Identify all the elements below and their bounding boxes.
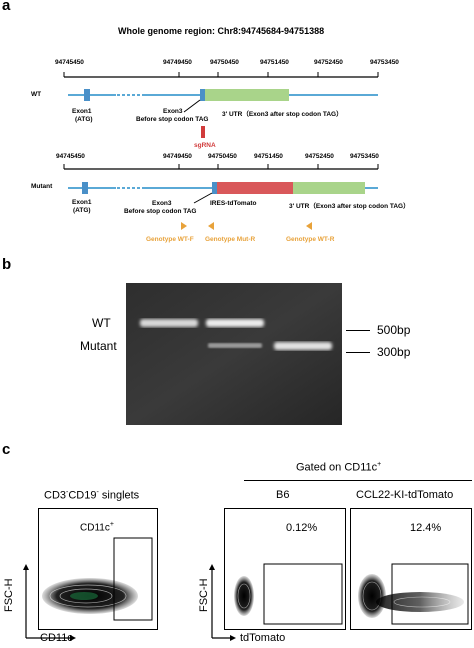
mutant-exon3-sub: Before stop codon TAG — [124, 208, 197, 215]
gel-label-mutant: Mutant — [80, 339, 117, 353]
wt-exon3-sub: Before stop codon TAG — [136, 116, 209, 123]
wt-exon1-box — [84, 89, 90, 101]
primer-wt-f-label: Genotype WT-F — [146, 236, 194, 243]
ki-percent: 12.4% — [410, 522, 442, 534]
mutant-row-label: Mutant — [31, 183, 53, 190]
sgrna-label: sgRNA — [194, 142, 216, 149]
primer-wt-f-arrow — [181, 222, 187, 230]
mutant-coord-3: 94750450 — [208, 153, 237, 160]
mutant-coord-2: 94749450 — [163, 153, 192, 160]
left-plot-title: CD3-CD19- singlets — [44, 489, 140, 502]
mutant-utr-box — [293, 182, 365, 194]
gel-label-wt: WT — [92, 316, 111, 330]
cd11c-gate-label: CD11c+ — [80, 521, 114, 534]
cd11c-scatter-plot — [38, 508, 158, 630]
panel-letter-b: b — [2, 256, 12, 273]
mutant-exon1-sub: (ATG) — [73, 207, 91, 214]
mutant-exon3-arrow — [193, 192, 213, 204]
gated-title: Gated on CD11c+ — [296, 461, 382, 474]
ires-tdtomato-box — [217, 182, 293, 194]
right-yaxis-label: FSC-H — [198, 578, 210, 612]
b6-plot-title: B6 — [276, 489, 290, 501]
wt-utr-box — [205, 89, 289, 101]
panel-letter-a: a — [2, 0, 11, 14]
gated-bracket-line — [244, 480, 472, 481]
wt-coord-6: 94753450 — [370, 59, 399, 66]
gel-image — [126, 283, 342, 425]
marker-300-label: 300bp — [377, 345, 411, 359]
axis-arrows — [23, 564, 236, 641]
panel-letter-c: c — [2, 441, 11, 458]
wt-exon1-label: Exon1 — [72, 108, 92, 115]
mutant-exon3-box — [212, 182, 217, 194]
wt-exon3-box — [200, 89, 205, 101]
primer-mut-r-arrow — [208, 222, 214, 230]
het-lane-lower-band — [208, 343, 262, 348]
ki-plot-title: CCL22-KI-tdTomato — [356, 489, 454, 501]
genome-region-title: Whole genome region: Chr8:94745684-94751… — [118, 26, 325, 36]
right-xaxis-label: tdTomato — [240, 632, 286, 644]
wt-coord-1: 94745450 — [55, 59, 84, 66]
wt-row-label: WT — [31, 91, 42, 98]
het-lane-upper-band — [206, 319, 264, 327]
wt-coord-3: 94750450 — [210, 59, 239, 66]
primer-wt-r-arrow — [306, 222, 312, 230]
b6-percent: 0.12% — [286, 522, 318, 534]
wt-lane-band — [140, 319, 198, 327]
wt-coord-2: 94749450 — [163, 59, 192, 66]
marker-500-tick — [346, 330, 370, 331]
mutant-utr-label: 3' UTR（Exon3 after stop codon TAG） — [289, 203, 410, 210]
gene-map-diagram — [63, 72, 379, 230]
marker-300-tick — [346, 352, 370, 353]
wt-exon1-sub: (ATG) — [75, 116, 93, 123]
mutant-coord-1: 94745450 — [56, 153, 85, 160]
wt-utr-label: 3' UTR（Exon3 after stop codon TAG） — [222, 111, 343, 118]
wt-coord-4: 94751450 — [260, 59, 289, 66]
wt-coord-5: 94752450 — [314, 59, 343, 66]
ki-tdtomato-plot — [350, 508, 472, 630]
mutant-coord-5: 94752450 — [305, 153, 334, 160]
mutant-exon1-box — [82, 182, 88, 194]
mutant-lane-band — [274, 342, 332, 350]
primer-wt-r-label: Genotype WT-R — [286, 236, 335, 243]
left-yaxis-label: FSC-H — [3, 578, 15, 612]
sgrna-marker — [201, 126, 205, 138]
mutant-exon3-label: Exon3 — [152, 200, 172, 207]
b6-tdtomato-plot — [224, 508, 346, 630]
left-xaxis-label: CD11c — [40, 632, 73, 644]
mutant-coord-4: 94751450 — [254, 153, 283, 160]
primer-mut-r-label: Genotype Mut-R — [205, 236, 256, 243]
marker-500-label: 500bp — [377, 323, 411, 337]
ires-tdtomato-label: IRES-tdTomato — [210, 200, 257, 207]
wt-exon3-label: Exon3 — [163, 108, 183, 115]
wt-exon3-arrow — [183, 99, 201, 113]
mutant-exon1-label: Exon1 — [72, 199, 92, 206]
mutant-coord-6: 94753450 — [350, 153, 379, 160]
